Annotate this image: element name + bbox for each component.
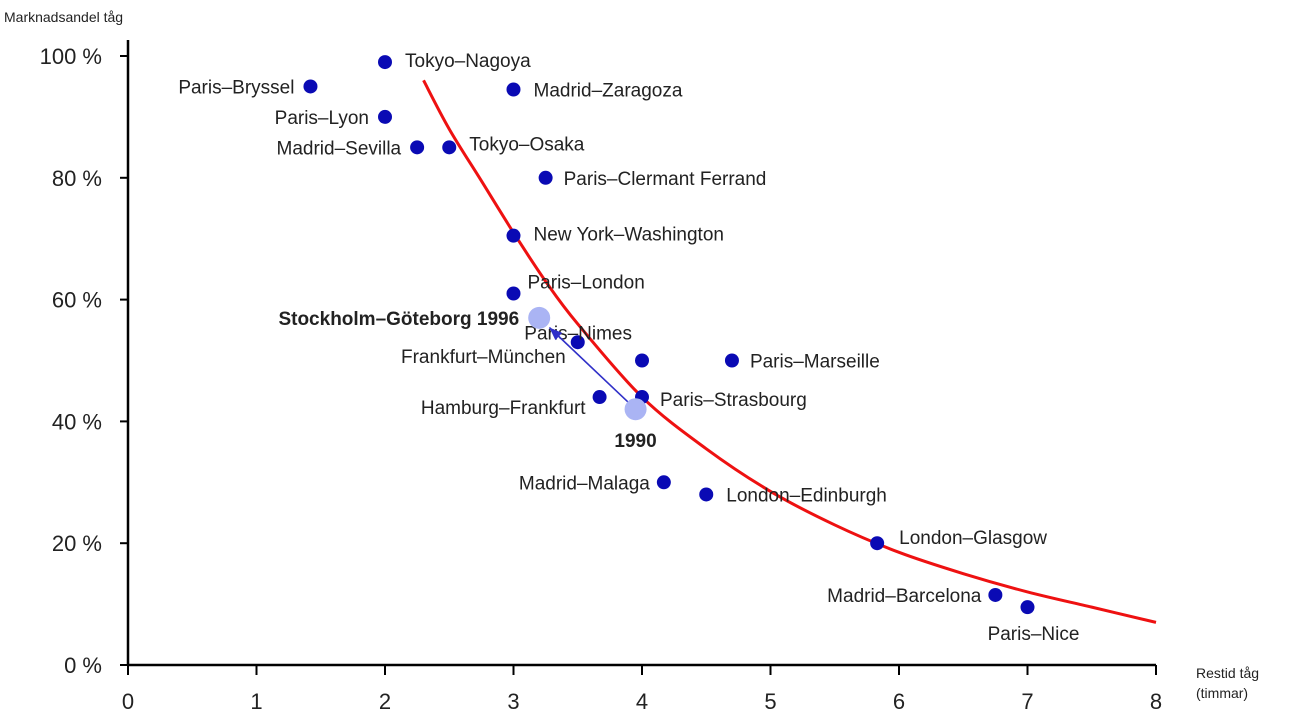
x-tick-label: 8 bbox=[1150, 689, 1162, 714]
data-point bbox=[378, 109, 392, 124]
axes: 0 1 2 3 4 5 6 7 80 %20 %40 %60 %80 %100 % bbox=[40, 40, 1162, 714]
data-point bbox=[724, 353, 739, 368]
point-label: Madrid–Sevilla bbox=[277, 138, 402, 159]
x-tick-label: 1 bbox=[250, 689, 262, 714]
data-point bbox=[506, 82, 521, 97]
x-tick-label: 0 bbox=[122, 689, 134, 714]
data-point bbox=[303, 79, 318, 94]
x-tick-label: 4 bbox=[636, 689, 648, 714]
y-tick-label: 0 % bbox=[64, 653, 102, 678]
point-label: Paris–Nice bbox=[988, 624, 1080, 645]
x-tick-label: 5 bbox=[764, 689, 776, 714]
data-point bbox=[1020, 600, 1035, 615]
point-label: Paris–Bryssel bbox=[178, 77, 294, 98]
y-tick-label: 40 % bbox=[52, 409, 102, 434]
data-point bbox=[378, 55, 392, 70]
data-point bbox=[656, 475, 671, 490]
data-point bbox=[410, 140, 425, 155]
data-point bbox=[538, 170, 553, 185]
label-1990: 1990 bbox=[614, 431, 656, 452]
x-tick-label: 6 bbox=[893, 689, 905, 714]
point-label: Tokyo–Osaka bbox=[469, 134, 585, 155]
data-point bbox=[506, 286, 521, 301]
data-point bbox=[506, 228, 521, 243]
y-tick-label: 100 % bbox=[40, 44, 102, 69]
y-tick-label: 80 % bbox=[52, 166, 102, 191]
x-axis-title-line2: (timmar) bbox=[1196, 685, 1248, 701]
point-label: Frankfurt–München bbox=[401, 347, 566, 368]
data-point bbox=[988, 587, 1003, 602]
point-label: Tokyo–Nagoya bbox=[405, 51, 531, 72]
point-label: New York–Washington bbox=[534, 225, 724, 246]
data-point bbox=[592, 390, 607, 405]
point-label: Paris–Strasbourg bbox=[660, 390, 807, 411]
highlight-point-1990 bbox=[624, 398, 647, 421]
point-label: Madrid–Zaragoza bbox=[534, 80, 683, 101]
point-label: London–Edinburgh bbox=[726, 485, 887, 506]
data-point bbox=[635, 353, 649, 368]
data-point bbox=[870, 536, 885, 551]
point-label: Madrid–Barcelona bbox=[827, 586, 982, 607]
trend-curve bbox=[422, 79, 1157, 624]
x-tick-label: 3 bbox=[507, 689, 519, 714]
x-tick-label: 2 bbox=[379, 689, 391, 714]
data-point bbox=[570, 335, 585, 350]
y-tick-label: 60 % bbox=[52, 288, 102, 313]
point-label: Paris–Clermant Ferrand bbox=[564, 169, 767, 190]
y-tick-label: 20 % bbox=[52, 531, 102, 556]
point-label: Paris–Marseille bbox=[750, 352, 880, 373]
data-point bbox=[699, 487, 714, 502]
point-label: Paris–London bbox=[528, 273, 645, 294]
highlight-point-1996 bbox=[528, 306, 551, 329]
stockholm-goteborg-highlight: 1990 Stockholm–Göteborg 1996 bbox=[278, 306, 657, 452]
x-tick-label: 7 bbox=[1021, 689, 1033, 714]
point-label: Madrid–Malaga bbox=[519, 473, 650, 494]
point-label: London–Glasgow bbox=[899, 528, 1047, 549]
data-point bbox=[442, 140, 457, 155]
trend-arrow-line bbox=[548, 326, 629, 403]
trend-arrow-head bbox=[549, 327, 563, 341]
trend-curve-group bbox=[422, 79, 1157, 624]
point-label: Paris–Lyon bbox=[275, 108, 369, 129]
data-points: Tokyo–Nagoya Paris–Bryssel Madrid–Zaragoza… bbox=[178, 51, 1079, 645]
point-label: Hamburg–Frankfurt bbox=[421, 398, 586, 419]
y-axis-title: Marknadsandel tåg bbox=[4, 9, 123, 25]
x-axis-title-line1: Restid tåg bbox=[1196, 665, 1259, 681]
label-stockholm-goteborg-1996: Stockholm–Göteborg 1996 bbox=[278, 309, 519, 330]
